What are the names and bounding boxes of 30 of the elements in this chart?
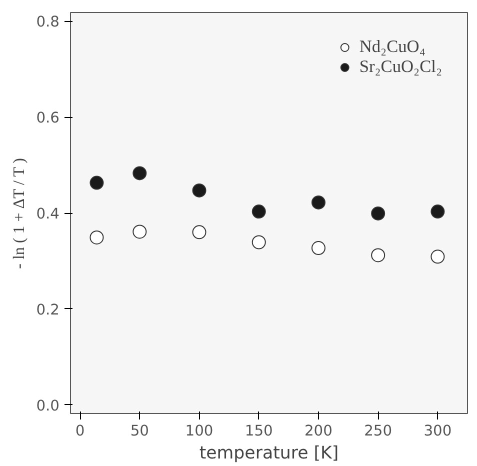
y-tick-label: 0.2 <box>36 301 60 318</box>
y-tick-label: 0.4 <box>36 206 60 222</box>
point <box>311 195 326 210</box>
x-axis-title: temperature [K] <box>199 444 339 464</box>
legend-label: Sr₂CuO₂Cl₂ <box>359 57 442 77</box>
point <box>371 206 386 220</box>
point <box>252 204 266 219</box>
x-tick-label: 200 <box>304 422 332 440</box>
point <box>90 176 104 190</box>
y-axis-title: - ln ( 1 + ΔT / T ) <box>11 158 28 269</box>
point <box>311 241 326 256</box>
point <box>252 235 266 250</box>
legend-label: Nd₂CuO₄ <box>359 37 426 57</box>
x-tick-label: 50 <box>130 422 149 440</box>
x-tick-label: 100 <box>185 422 214 440</box>
point <box>430 250 445 264</box>
x-tick-label: 250 <box>364 422 392 440</box>
point <box>371 248 386 262</box>
x-tick-label: 300 <box>424 422 452 440</box>
y-tick-label: 0.8 <box>36 14 60 31</box>
point <box>430 204 445 219</box>
point <box>132 166 147 180</box>
y-tick-label: 0.0 <box>36 397 60 414</box>
x-tick-label: 0 <box>75 422 85 440</box>
point <box>132 224 147 239</box>
x-tick-label: 150 <box>244 422 273 440</box>
point <box>192 183 206 198</box>
point <box>90 230 104 244</box>
point <box>192 225 206 240</box>
y-tick-label: 0.6 <box>36 110 60 127</box>
